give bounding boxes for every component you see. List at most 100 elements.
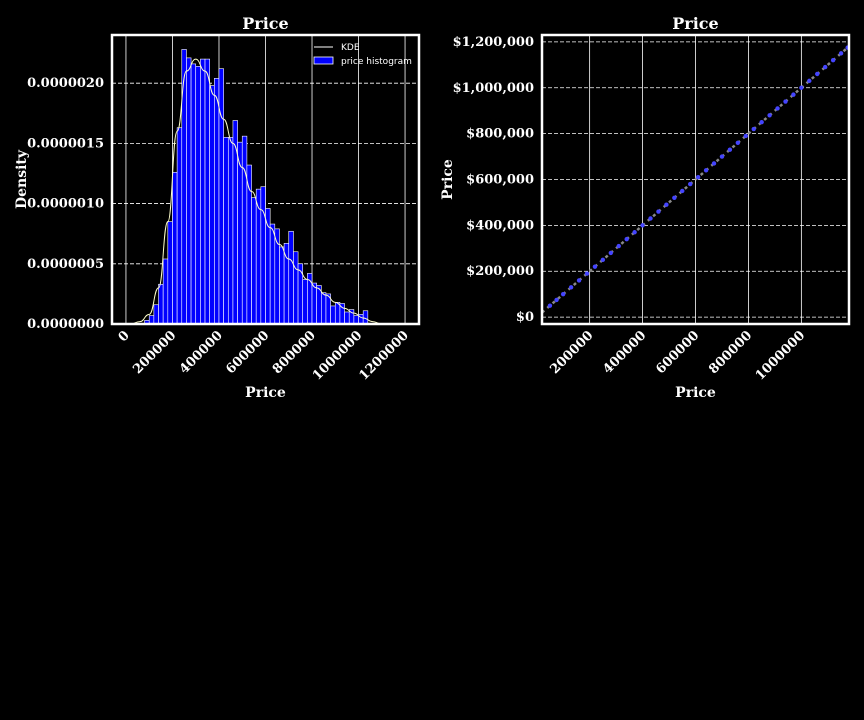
scatter-point: [656, 209, 661, 214]
histogram-bar: [279, 246, 285, 325]
histogram-bar: [330, 305, 336, 325]
histogram-bar: [283, 243, 290, 325]
histogram-bars: [144, 49, 369, 325]
x-tick-label: 800000: [706, 328, 755, 377]
scatter-point: [838, 51, 844, 56]
histogram-bar: [353, 315, 359, 325]
scatter-point: [727, 147, 733, 152]
scatter-point: [624, 236, 629, 242]
histogram-bar: [214, 78, 220, 325]
histogram-bar: [311, 282, 317, 325]
x-tick-label: 600000: [223, 328, 272, 377]
y-tick-label: 0.0000020: [27, 76, 104, 91]
scatter-point: [830, 58, 836, 63]
scatter-point: [547, 303, 553, 308]
legend-histogram-label: price histogram: [341, 57, 412, 67]
histogram-bar: [293, 251, 299, 325]
y-tick-label: 0.0000005: [27, 257, 104, 272]
x-tick-label: 600000: [653, 328, 702, 377]
scatter-point: [695, 175, 701, 180]
axes-frame: [540, 33, 851, 326]
x-tick-label: 400000: [177, 328, 226, 377]
scatter-point: [632, 230, 637, 235]
y-tick-label: $0: [516, 310, 534, 325]
legend-histogram-swatch: [313, 56, 334, 65]
scatter-point: [719, 154, 725, 159]
x-tick-label: 800000: [270, 328, 319, 377]
scatter-point: [703, 168, 709, 173]
y-tick-label: $200,000: [466, 264, 534, 279]
histogram-bar: [251, 197, 257, 325]
x-tick-label: 200000: [547, 328, 596, 377]
histogram-bar: [190, 63, 197, 325]
y-tick-label: $800,000: [466, 127, 534, 142]
y-tick-label: 0.0000015: [27, 136, 104, 151]
histogram-bar: [204, 58, 210, 325]
y-tick-label: 0.0000000: [27, 317, 104, 332]
scatter-point: [616, 243, 621, 249]
scatter-point: [648, 216, 653, 221]
histogram-bar: [344, 311, 350, 325]
histogram-bar: [227, 137, 234, 325]
legend: KDE price histogram: [313, 43, 412, 67]
x-tick-label: 1000000: [753, 328, 808, 383]
chart-title: Price: [242, 14, 288, 33]
kde-line: [130, 58, 382, 325]
scatter-point: [799, 85, 804, 90]
histogram-bar: [195, 66, 201, 325]
scatter-point: [759, 119, 764, 125]
chart-title: Price: [672, 14, 718, 33]
histogram-bar: [209, 85, 215, 325]
scatter-point: [822, 64, 828, 70]
histogram-bar: [260, 186, 266, 325]
histogram-bar: [176, 127, 183, 325]
scatter-point: [584, 271, 590, 276]
reference-line: [541, 45, 850, 314]
histogram-bar: [167, 221, 173, 325]
scatter-point: [751, 126, 756, 132]
histogram-bar: [162, 258, 169, 325]
scatter-point: [608, 250, 614, 256]
y-tick-label: $600,000: [466, 173, 534, 188]
scatter-point: [592, 264, 598, 269]
histogram-bar: [237, 141, 243, 325]
histogram-bar: [334, 302, 341, 325]
y-tick-label: 0.0000010: [27, 197, 104, 212]
scatter-point: [554, 297, 559, 303]
histogram-bar: [172, 171, 178, 325]
histogram-bar: [200, 58, 206, 325]
scatter-point: [560, 291, 566, 297]
scatter-point: [576, 278, 582, 283]
scatter-point: [568, 285, 574, 290]
y-tick-label: $400,000: [466, 218, 534, 233]
histogram-bar: [241, 135, 248, 325]
histogram-bar: [218, 68, 224, 325]
x-tick-label: 1000000: [310, 328, 365, 383]
y-tick-label: $1,000,000: [453, 81, 534, 96]
legend-kde-label: KDE: [341, 43, 360, 53]
scatter-point: [680, 188, 685, 194]
histogram-bar: [269, 223, 276, 325]
histogram-bar: [158, 283, 164, 325]
x-tick-label: 200000: [130, 328, 179, 377]
scatter-point: [640, 223, 645, 228]
scatter-point: [775, 106, 780, 111]
scatter-point: [767, 113, 772, 118]
scatter-point: [664, 202, 669, 207]
scatter-point: [711, 161, 717, 166]
histogram-bar: [362, 310, 369, 325]
y-axis-label: Density: [14, 149, 30, 209]
scatter-point: [672, 195, 677, 201]
histogram-bar: [153, 304, 159, 325]
histogram-bar: [302, 279, 308, 325]
scatter-point: [791, 92, 796, 97]
axes-frame: [110, 33, 421, 326]
histogram-bar: [288, 230, 294, 325]
y-tick-label: $1,200,000: [453, 35, 534, 50]
histogram-bar: [223, 137, 229, 325]
x-tick-label: 1200000: [356, 328, 411, 383]
scatter-point: [783, 99, 788, 104]
